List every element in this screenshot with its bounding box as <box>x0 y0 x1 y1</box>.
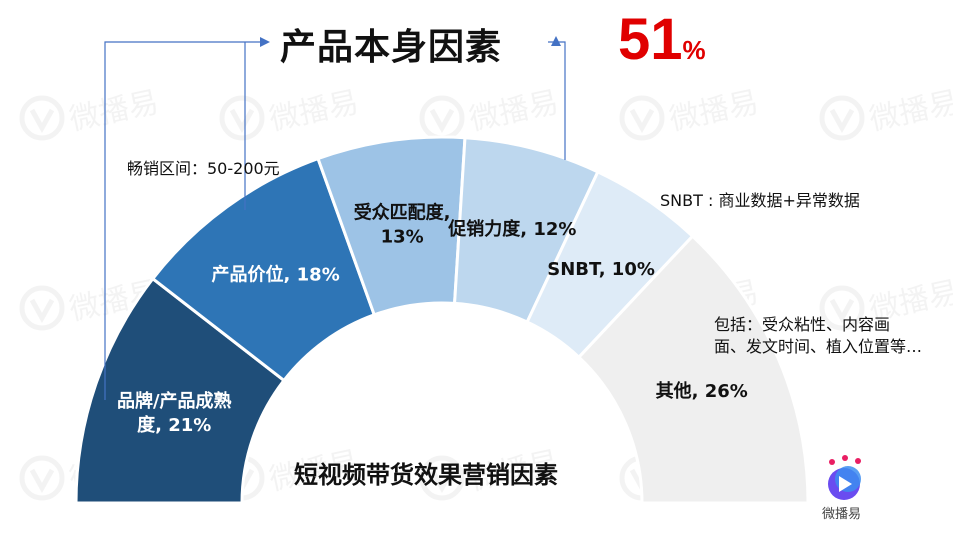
logo-dot <box>855 458 861 464</box>
bracket-arrows <box>104 36 566 400</box>
slice-label-snbt: SNBT, 10% <box>547 259 655 280</box>
svg-text:微播易: 微播易 <box>466 85 561 138</box>
highlight-number: 51 <box>618 7 683 72</box>
other-note-line1: 包括：受众粘性、内容画 <box>714 315 891 334</box>
watermark-logo: 微播易 <box>619 85 762 141</box>
price-range-note: 畅销区间：50-200元 <box>127 159 280 178</box>
highlight-percentage: 51% <box>618 6 706 73</box>
logo-circle-overlay <box>835 466 861 492</box>
slice-labels: 品牌/产品成熟度, 21% 产品价位, 18% 受众匹配度, 13% 促销力度, 12%… <box>117 201 748 436</box>
watermark-logo: 微播易 <box>19 85 162 141</box>
logo-play-icon <box>839 476 852 492</box>
slice-other <box>576 234 810 505</box>
arrow-head-right <box>551 36 561 46</box>
half-donut-chart <box>74 135 810 505</box>
slice-label-brand-maturity: 品牌/产品成熟度, 21% <box>117 390 232 436</box>
svg-text:微播易: 微播易 <box>66 85 161 138</box>
other-note-line2: 面、发文时间、植入位置等… <box>714 337 923 356</box>
brand-logo-icon <box>828 455 861 500</box>
logo-dot <box>829 459 835 465</box>
snbt-note: SNBT : 商业数据+异常数据 <box>660 191 860 210</box>
center-label: 短视频带货效果营销因素 <box>294 461 558 489</box>
watermark-logo: 微播易 <box>419 85 562 141</box>
slice-label-price-level: 产品价位, 18% <box>212 263 340 285</box>
svg-text:微播易: 微播易 <box>666 85 761 138</box>
bracket-outer-line <box>104 41 262 400</box>
svg-text:微播易: 微播易 <box>866 85 953 138</box>
slice-label-other: 其他, 26% <box>656 380 748 402</box>
arrow-head-outer <box>260 37 270 47</box>
slice-label-audience-match: 受众匹配度, 13% <box>354 201 451 247</box>
watermark-logo: 微播易 <box>819 85 953 141</box>
chart-title: 产品本身因素 <box>280 27 503 68</box>
slice-label-promotion: 促销力度, 12% <box>447 218 576 240</box>
watermark-logo: 微播易 <box>219 85 362 141</box>
svg-text:微播易: 微播易 <box>266 85 361 138</box>
highlight-symbol: % <box>682 35 706 65</box>
logo-text: 微播易 <box>822 507 862 522</box>
logo-dot <box>842 455 848 461</box>
